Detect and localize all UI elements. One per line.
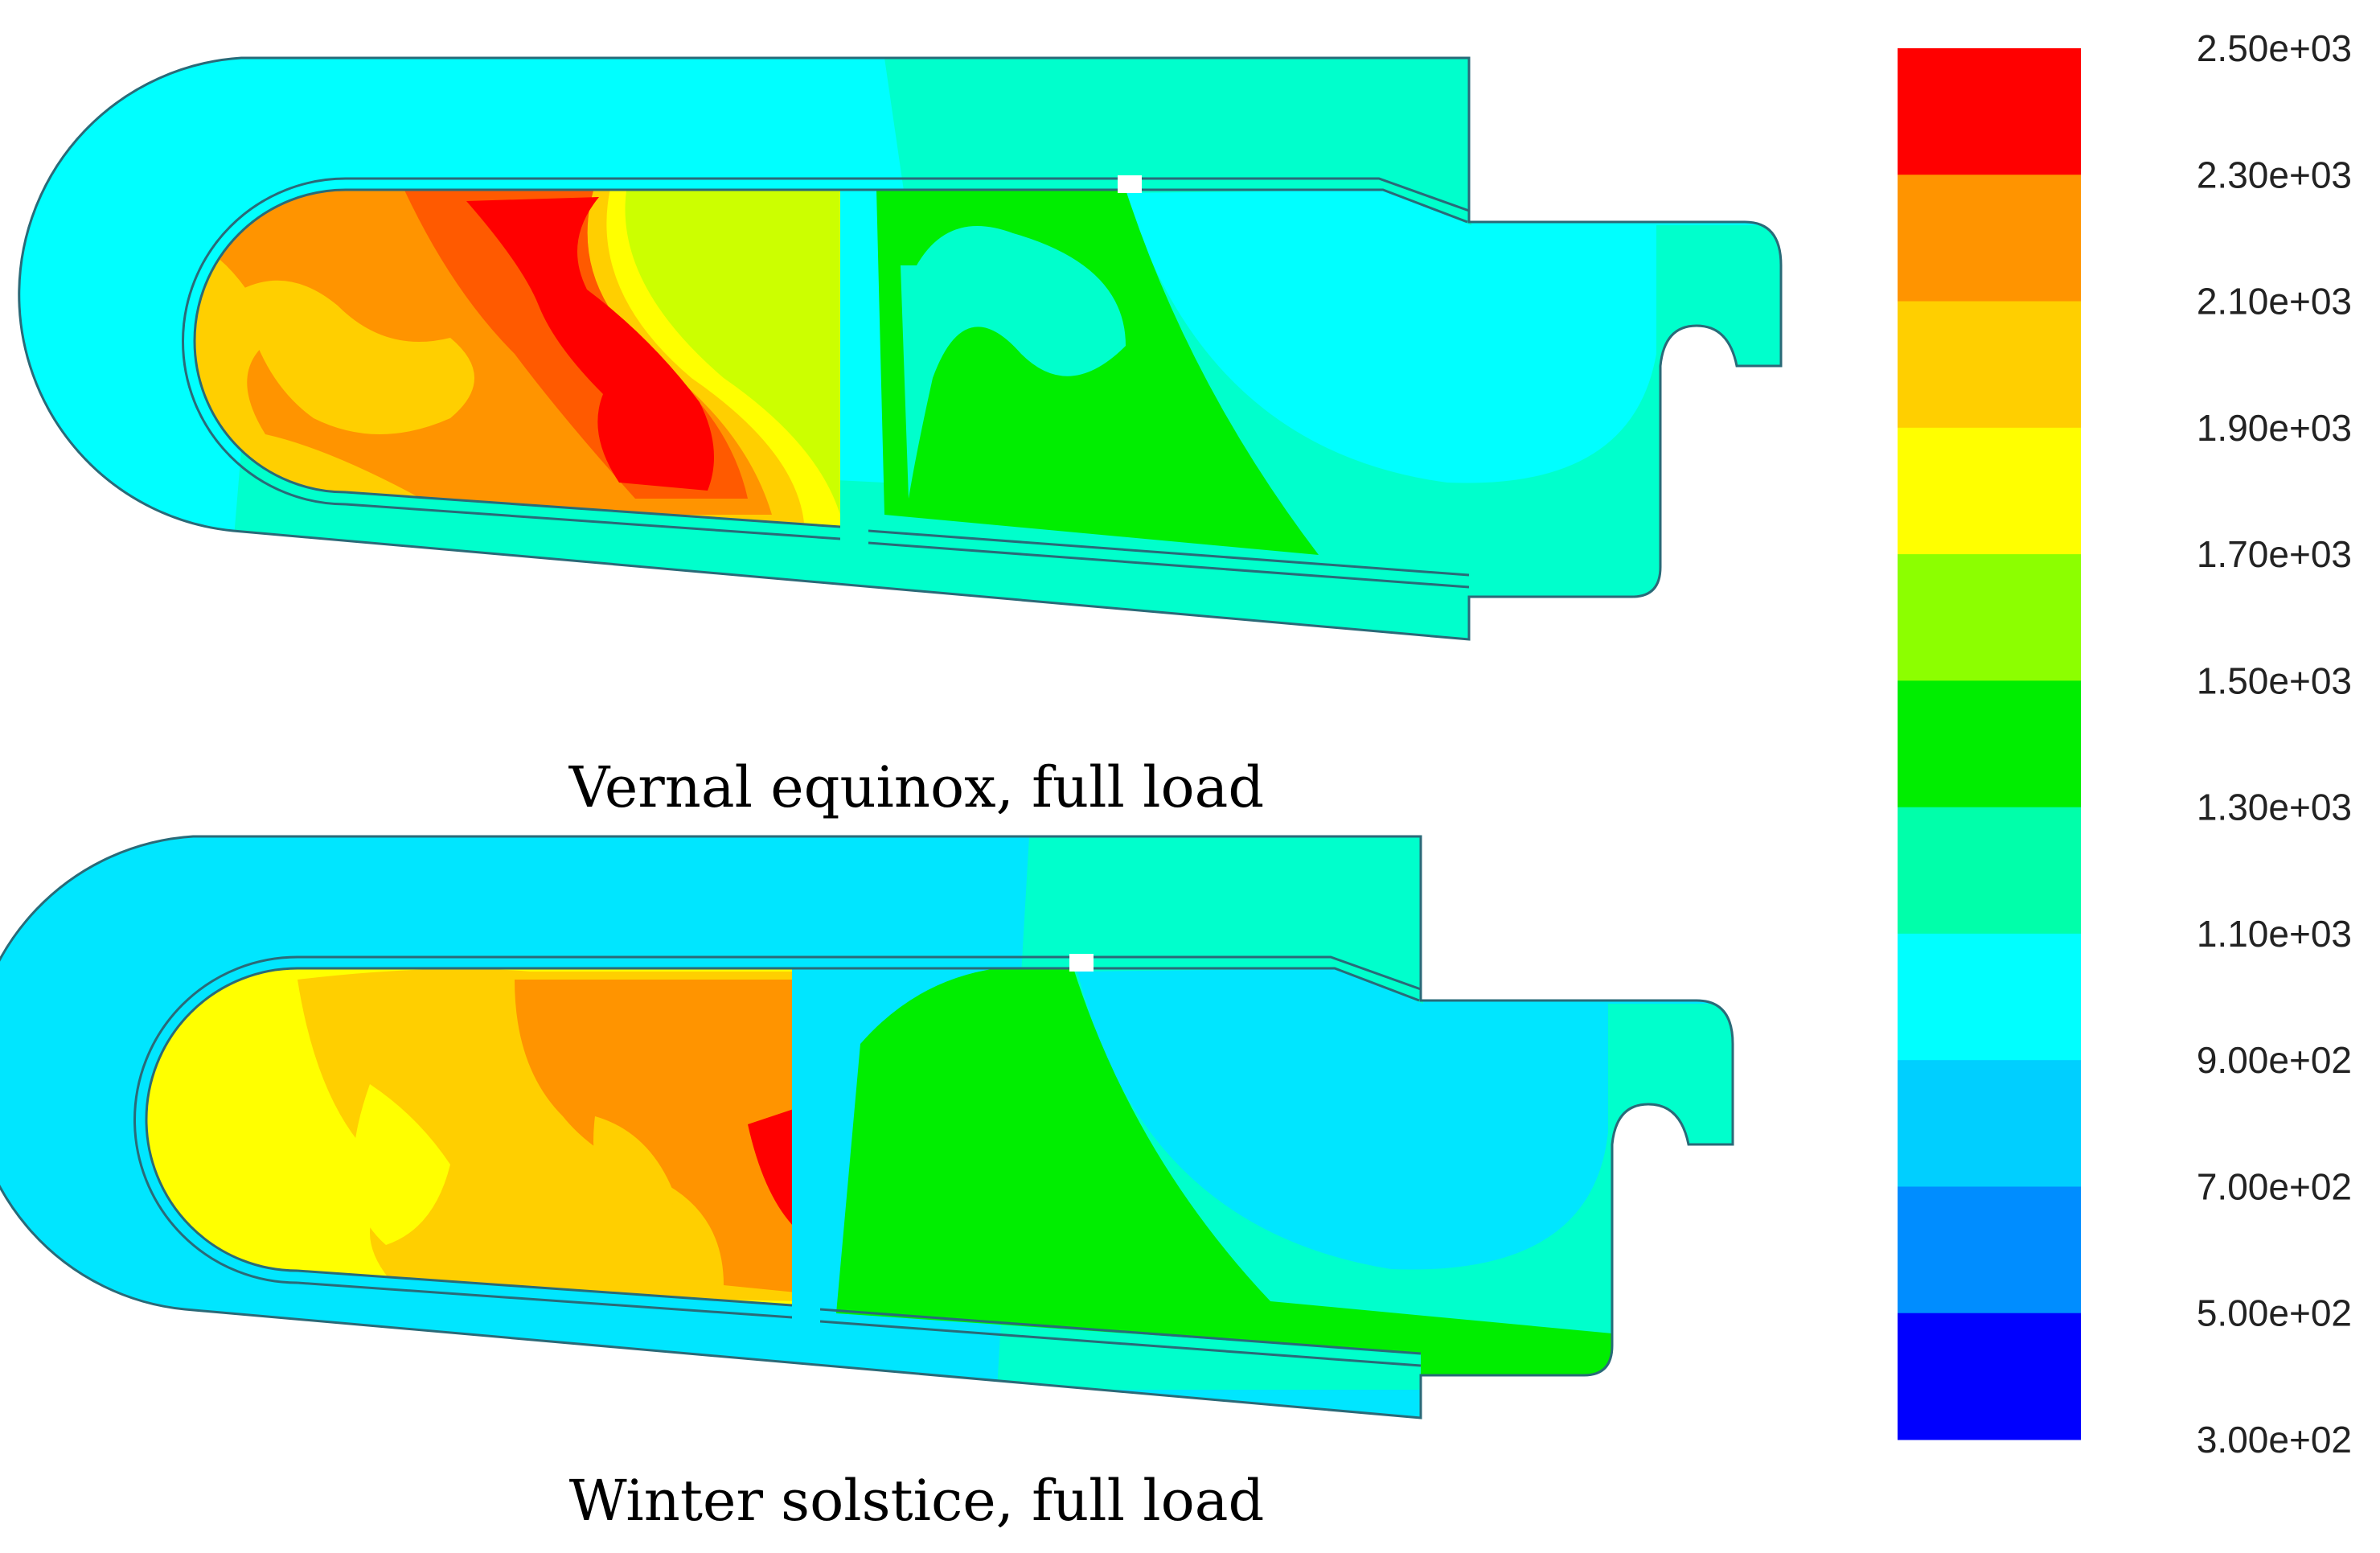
colorbar-tick-label: 3.00e+02 bbox=[2197, 1419, 2352, 1461]
colorbar-tick-label: 5.00e+02 bbox=[2197, 1292, 2352, 1334]
colorbar-band bbox=[1898, 427, 2081, 555]
caption-winter-solstice: Winter solstice, full load bbox=[568, 1468, 1265, 1534]
colorbar-tick-label: 2.50e+03 bbox=[2197, 27, 2352, 69]
colorbar-tick-label: 2.30e+03 bbox=[2197, 154, 2352, 195]
colorbar-band bbox=[1898, 807, 2081, 935]
colorbar-band bbox=[1898, 175, 2081, 302]
colorbar-band bbox=[1898, 1060, 2081, 1187]
colorbar-band bbox=[1898, 48, 2081, 175]
colorbar-tick-label: 1.10e+03 bbox=[2197, 913, 2352, 955]
colorbar-tick-label: 1.50e+03 bbox=[2197, 659, 2352, 701]
colorbar-band bbox=[1898, 933, 2081, 1061]
colorbar-tick-label: 9.00e+02 bbox=[2197, 1039, 2352, 1081]
colorbar-tick-label: 7.00e+02 bbox=[2197, 1165, 2352, 1207]
colorbar-band bbox=[1898, 301, 2081, 429]
colorbar-tick-label: 1.90e+03 bbox=[2197, 407, 2352, 449]
colorbar-tick-label: 1.70e+03 bbox=[2197, 533, 2352, 575]
colorbar: 2.50e+03 2.30e+03 2.10e+03 1.90e+03 1.70e+03… bbox=[1898, 27, 2352, 1461]
colorbar-tick-label: 2.10e+03 bbox=[2197, 281, 2352, 323]
colorbar-band bbox=[1898, 680, 2081, 808]
colorbar-band bbox=[1898, 1186, 2081, 1314]
contour-panel-winter-solstice bbox=[0, 835, 1734, 1419]
colorbar-band bbox=[1898, 554, 2081, 681]
caption-vernal-equinox: Vernal equinox, full load bbox=[568, 754, 1265, 820]
contour-panel-vernal-equinox bbox=[18, 56, 1783, 641]
colorbar-tick-label: 1.30e+03 bbox=[2197, 787, 2352, 828]
colorbar-band bbox=[1898, 1313, 2081, 1440]
